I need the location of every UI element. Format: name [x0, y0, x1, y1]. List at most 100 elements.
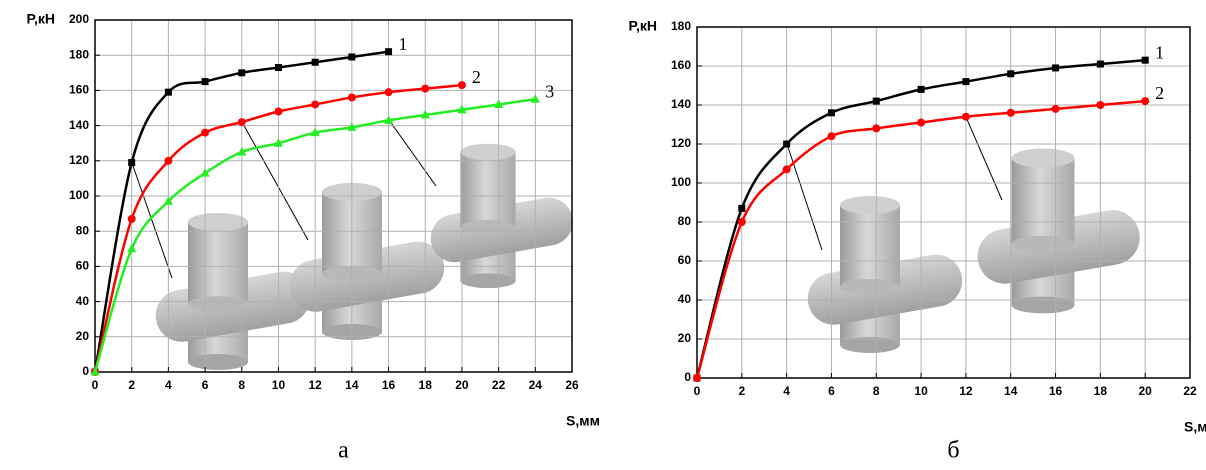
marker [238, 118, 246, 126]
x-tick-label: 0 [694, 384, 701, 398]
x-tick-label: 16 [382, 378, 396, 392]
y-tick-label: 20 [678, 331, 692, 345]
x-tick-label: 14 [1004, 384, 1018, 398]
marker [918, 86, 925, 93]
x-axis-label: S,мм [566, 413, 600, 429]
x-tick-label: 2 [738, 384, 745, 398]
y-tick-label: 40 [678, 292, 692, 306]
marker [385, 88, 393, 96]
series-label: 2 [1155, 83, 1164, 103]
marker [693, 374, 701, 382]
x-tick-label: 8 [873, 384, 880, 398]
x-tick-label: 18 [419, 378, 433, 392]
y-tick-label: 120 [671, 136, 691, 150]
leader-line [787, 144, 822, 250]
y-tick-label: 120 [69, 153, 89, 167]
y-tick-label: 160 [69, 83, 89, 97]
y-tick-label: 100 [69, 188, 89, 202]
marker [385, 48, 392, 55]
marker [1097, 61, 1104, 68]
marker [127, 244, 136, 253]
figure: 0204060801001201401601802000246810121416… [0, 0, 1206, 470]
x-tick-label: 4 [783, 384, 790, 398]
leader-line [966, 117, 1002, 200]
marker [421, 85, 429, 93]
x-axis-label: S,мм [1184, 419, 1206, 435]
x-tick-label: 26 [565, 378, 579, 392]
marker [873, 98, 880, 105]
marker [962, 113, 970, 121]
marker [1007, 109, 1015, 117]
x-tick-label: 8 [238, 378, 245, 392]
marker [164, 157, 172, 165]
marker [128, 159, 135, 166]
x-tick-label: 10 [272, 378, 286, 392]
y-tick-label: 0 [684, 370, 691, 384]
marker [872, 124, 880, 132]
marker [238, 69, 245, 76]
marker [917, 119, 925, 127]
marker [783, 141, 790, 148]
marker [1141, 97, 1149, 105]
marker [202, 78, 209, 85]
marker [962, 78, 969, 85]
caption: б [947, 438, 959, 464]
y-tick-label: 180 [69, 47, 89, 61]
x-tick-label: 16 [1049, 384, 1063, 398]
x-tick-label: 12 [959, 384, 973, 398]
x-tick-label: 20 [455, 378, 469, 392]
x-tick-label: 24 [529, 378, 543, 392]
marker [458, 81, 466, 89]
series-label: 1 [399, 34, 408, 54]
marker [275, 64, 282, 71]
x-tick-label: 2 [128, 378, 135, 392]
x-tick-label: 10 [914, 384, 928, 398]
series-label: 2 [472, 67, 481, 87]
marker [312, 59, 319, 66]
y-tick-label: 100 [671, 175, 691, 189]
y-tick-label: 200 [69, 12, 89, 26]
marker [165, 89, 172, 96]
marker [783, 165, 791, 173]
part-image [286, 183, 449, 340]
part-image [152, 213, 315, 370]
y-tick-label: 60 [76, 259, 90, 273]
y-tick-label: 140 [671, 97, 691, 111]
marker [348, 53, 355, 60]
y-tick-label: 80 [76, 223, 90, 237]
x-tick-label: 22 [492, 378, 506, 392]
marker [1052, 105, 1060, 113]
x-tick-label: 6 [828, 384, 835, 398]
marker [738, 205, 745, 212]
y-tick-label: 40 [76, 294, 90, 308]
series-label: 3 [545, 81, 554, 101]
marker [1096, 101, 1104, 109]
marker [1052, 64, 1059, 71]
marker [1142, 57, 1149, 64]
marker [828, 109, 835, 116]
x-tick-label: 6 [202, 378, 209, 392]
plot-frame [697, 27, 1190, 378]
marker [274, 108, 282, 116]
x-tick-label: 12 [308, 378, 322, 392]
leader-line [242, 122, 308, 240]
y-tick-label: 20 [76, 329, 90, 343]
x-tick-label: 14 [345, 378, 359, 392]
marker [738, 218, 746, 226]
x-tick-label: 22 [1183, 384, 1197, 398]
y-tick-label: 0 [82, 364, 89, 378]
y-tick-label: 60 [678, 253, 692, 267]
y-axis-label: P,кН [628, 18, 657, 34]
marker [128, 215, 136, 223]
leader-line [389, 120, 436, 186]
marker [1007, 70, 1014, 77]
y-tick-label: 80 [678, 214, 692, 228]
x-tick-label: 18 [1094, 384, 1108, 398]
series-label: 1 [1155, 42, 1164, 62]
marker [311, 100, 319, 108]
y-tick-label: 180 [671, 19, 691, 33]
x-tick-label: 4 [165, 378, 172, 392]
y-tick-label: 160 [671, 58, 691, 72]
y-axis-label: P,кН [26, 11, 55, 27]
caption: а [338, 438, 349, 464]
